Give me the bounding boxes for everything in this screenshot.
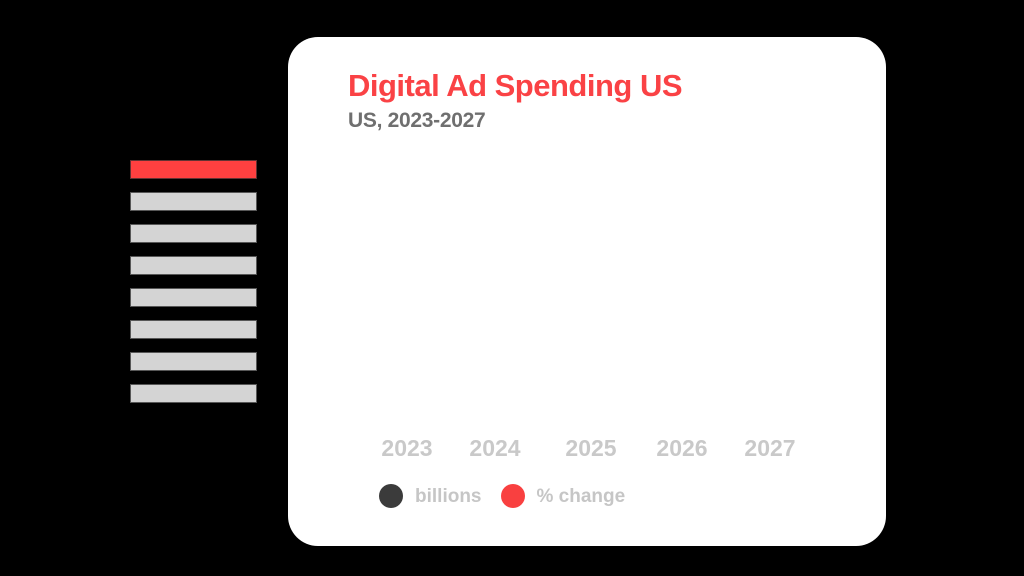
- legend-label-billions: billions: [415, 485, 482, 507]
- slide-bar-active[interactable]: [130, 160, 257, 179]
- chart-card: Digital Ad Spending US US, 2023-2027 202…: [288, 37, 886, 546]
- chart-subtitle: US, 2023-2027: [348, 109, 486, 132]
- slide-bar[interactable]: [130, 352, 257, 371]
- legend-label-percent-change: % change: [536, 485, 626, 507]
- slide-bar[interactable]: [130, 384, 257, 403]
- x-axis-label-2023: 2023: [381, 435, 433, 461]
- x-axis-label-2026: 2026: [656, 435, 708, 461]
- x-axis-label-2025: 2025: [565, 435, 617, 461]
- slide-list: [130, 160, 257, 403]
- slide-bar[interactable]: [130, 320, 257, 339]
- x-axis-label-2024: 2024: [469, 435, 521, 461]
- slide-bar[interactable]: [130, 192, 257, 211]
- x-axis-label-2027: 2027: [744, 435, 796, 461]
- legend-item-billions: billions: [379, 484, 482, 508]
- slide-bar[interactable]: [130, 288, 257, 307]
- legend-dot-percent-change-icon: [500, 484, 525, 508]
- plot-area: [348, 147, 826, 427]
- legend-dot-billions-icon: [379, 484, 403, 508]
- slide-bar[interactable]: [130, 256, 257, 275]
- legend-item-percent-change: % change: [500, 484, 626, 508]
- chart-title: Digital Ad Spending US: [348, 68, 683, 103]
- slide-bar[interactable]: [130, 224, 257, 243]
- legend: billions % change: [379, 484, 625, 508]
